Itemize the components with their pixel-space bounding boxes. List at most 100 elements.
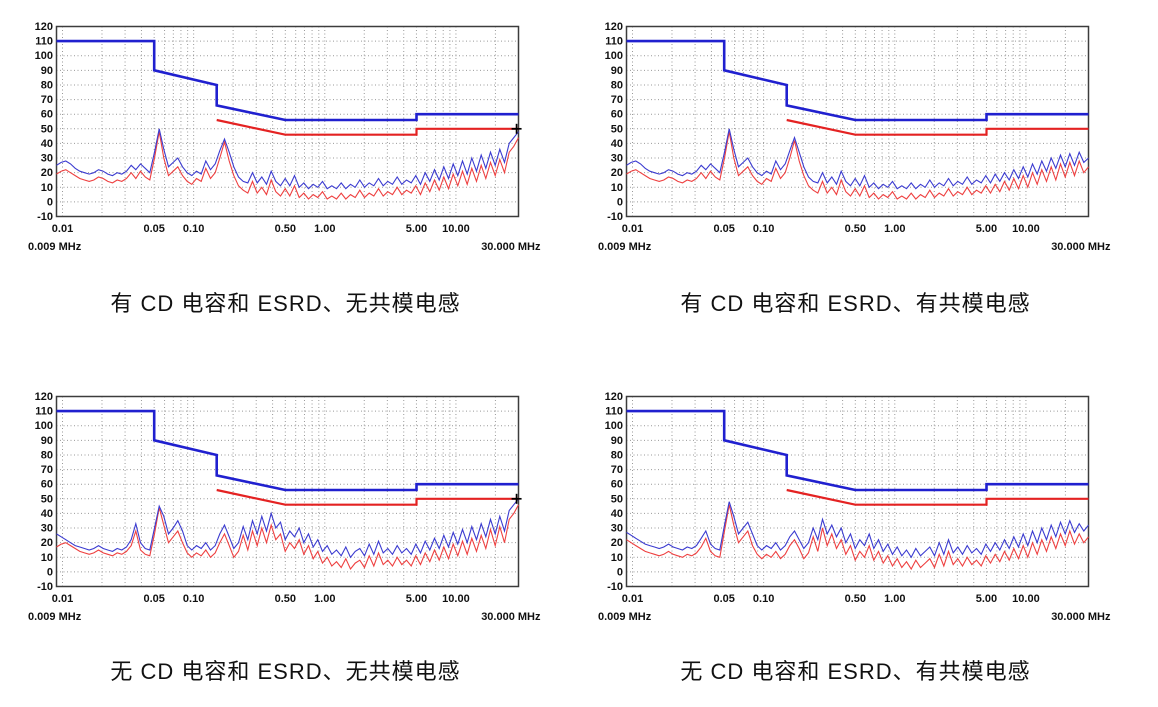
svg-text:30: 30 — [611, 153, 623, 165]
grid — [626, 26, 1089, 217]
svg-text:60: 60 — [41, 479, 53, 491]
svg-text:-10: -10 — [37, 211, 53, 223]
average-trace — [626, 131, 1089, 200]
svg-text:80: 80 — [611, 79, 623, 91]
svg-text:50: 50 — [41, 493, 53, 505]
measurement-traces — [626, 128, 1089, 200]
plus-marker — [511, 123, 522, 134]
svg-text:0.10: 0.10 — [183, 593, 204, 605]
svg-text:1.00: 1.00 — [314, 223, 335, 235]
x-max-label: 30.000 MHz — [481, 611, 541, 623]
chart-caption-bottom-right: 无 CD 电容和 ESRD、有共模电感 — [680, 659, 1031, 684]
svg-text:20: 20 — [41, 537, 53, 549]
measurement-traces — [56, 498, 519, 571]
svg-text:0: 0 — [617, 196, 623, 208]
measurement-traces — [626, 501, 1089, 571]
svg-text:40: 40 — [611, 138, 623, 150]
svg-text:40: 40 — [611, 508, 623, 520]
svg-text:1.00: 1.00 — [884, 593, 905, 605]
svg-text:5.00: 5.00 — [976, 593, 997, 605]
x-axis-labels: 0.01 0.05 0.10 0.50 1.00 5.00 10.00 — [622, 593, 1040, 605]
svg-text:60: 60 — [41, 109, 53, 121]
x-axis-labels: 0.01 0.05 0.10 0.50 1.00 5.00 10.00 — [622, 223, 1040, 235]
x-axis-labels: 0.01 0.05 0.10 0.50 1.00 5.00 10.00 — [52, 223, 470, 235]
svg-text:0.05: 0.05 — [143, 593, 164, 605]
x-min-label: 0.009 MHz — [598, 241, 652, 253]
svg-text:50: 50 — [611, 123, 623, 135]
svg-text:10.00: 10.00 — [442, 223, 470, 235]
svg-text:10: 10 — [611, 552, 623, 564]
svg-text:20: 20 — [611, 537, 623, 549]
quasi-peak-limit — [626, 39, 1089, 122]
svg-text:110: 110 — [605, 36, 623, 48]
svg-text:50: 50 — [41, 123, 53, 135]
svg-text:70: 70 — [611, 464, 623, 476]
svg-text:5.00: 5.00 — [406, 223, 427, 235]
peak-trace — [56, 498, 519, 559]
svg-text:90: 90 — [41, 435, 53, 447]
chart-panel-top-left: 120 110 100 90 80 70 60 50 40 30 20 10 0 -10 0.01 0.05 0… — [28, 20, 543, 265]
svg-text:10.00: 10.00 — [1012, 593, 1040, 605]
svg-text:110: 110 — [35, 36, 53, 48]
svg-text:0.50: 0.50 — [275, 593, 296, 605]
svg-text:80: 80 — [41, 449, 53, 461]
svg-text:90: 90 — [611, 435, 623, 447]
plot-frame — [55, 25, 520, 218]
x-min-label: 0.009 MHz — [28, 241, 82, 253]
svg-text:70: 70 — [611, 94, 623, 106]
svg-text:0.10: 0.10 — [753, 593, 774, 605]
quasi-peak-limit — [626, 409, 1089, 492]
chart-caption-top-left: 有 CD 电容和 ESRD、无共模电感 — [110, 291, 461, 316]
svg-text:0.50: 0.50 — [845, 593, 866, 605]
x-min-label: 0.009 MHz — [598, 611, 652, 623]
svg-text:30: 30 — [611, 523, 623, 535]
svg-text:90: 90 — [611, 65, 623, 77]
svg-text:70: 70 — [41, 464, 53, 476]
svg-text:120: 120 — [35, 391, 53, 403]
svg-text:20: 20 — [41, 167, 53, 179]
svg-text:80: 80 — [41, 79, 53, 91]
average-trace — [56, 504, 519, 571]
svg-text:0.05: 0.05 — [713, 223, 734, 235]
plus-marker — [511, 493, 522, 504]
plot-frame — [55, 395, 520, 588]
chart-panel-bottom-left: 120 110 100 90 80 70 60 50 40 30 20 10 0 -10 0.01 0.05 0… — [28, 390, 543, 635]
x-max-label: 30.000 MHz — [1051, 611, 1111, 623]
quasi-peak-limit — [56, 39, 519, 122]
average-limit — [786, 118, 1089, 136]
chart-caption-top-right: 有 CD 电容和 ESRD、有共模电感 — [680, 291, 1031, 316]
svg-text:0.01: 0.01 — [52, 223, 73, 235]
x-max-label: 30.000 MHz — [1051, 241, 1111, 253]
average-limit — [786, 488, 1089, 506]
svg-text:10: 10 — [611, 182, 623, 194]
svg-text:0.10: 0.10 — [753, 223, 774, 235]
svg-text:70: 70 — [41, 94, 53, 106]
svg-text:0: 0 — [47, 566, 53, 578]
svg-text:20: 20 — [611, 167, 623, 179]
svg-text:50: 50 — [611, 493, 623, 505]
plot-frame — [625, 395, 1090, 588]
svg-text:0.01: 0.01 — [622, 223, 643, 235]
svg-text:-10: -10 — [607, 211, 623, 223]
svg-text:0.01: 0.01 — [622, 593, 643, 605]
svg-text:0: 0 — [617, 566, 623, 578]
svg-text:10: 10 — [41, 552, 53, 564]
svg-text:0.05: 0.05 — [143, 223, 164, 235]
svg-text:5.00: 5.00 — [406, 593, 427, 605]
x-axis-labels: 0.01 0.05 0.10 0.50 1.00 5.00 10.00 — [52, 593, 470, 605]
grid — [56, 396, 519, 587]
x-min-label: 0.009 MHz — [28, 611, 82, 623]
svg-text:100: 100 — [605, 420, 623, 432]
svg-text:10.00: 10.00 — [442, 593, 470, 605]
svg-text:120: 120 — [605, 21, 623, 33]
peak-trace — [626, 501, 1089, 559]
